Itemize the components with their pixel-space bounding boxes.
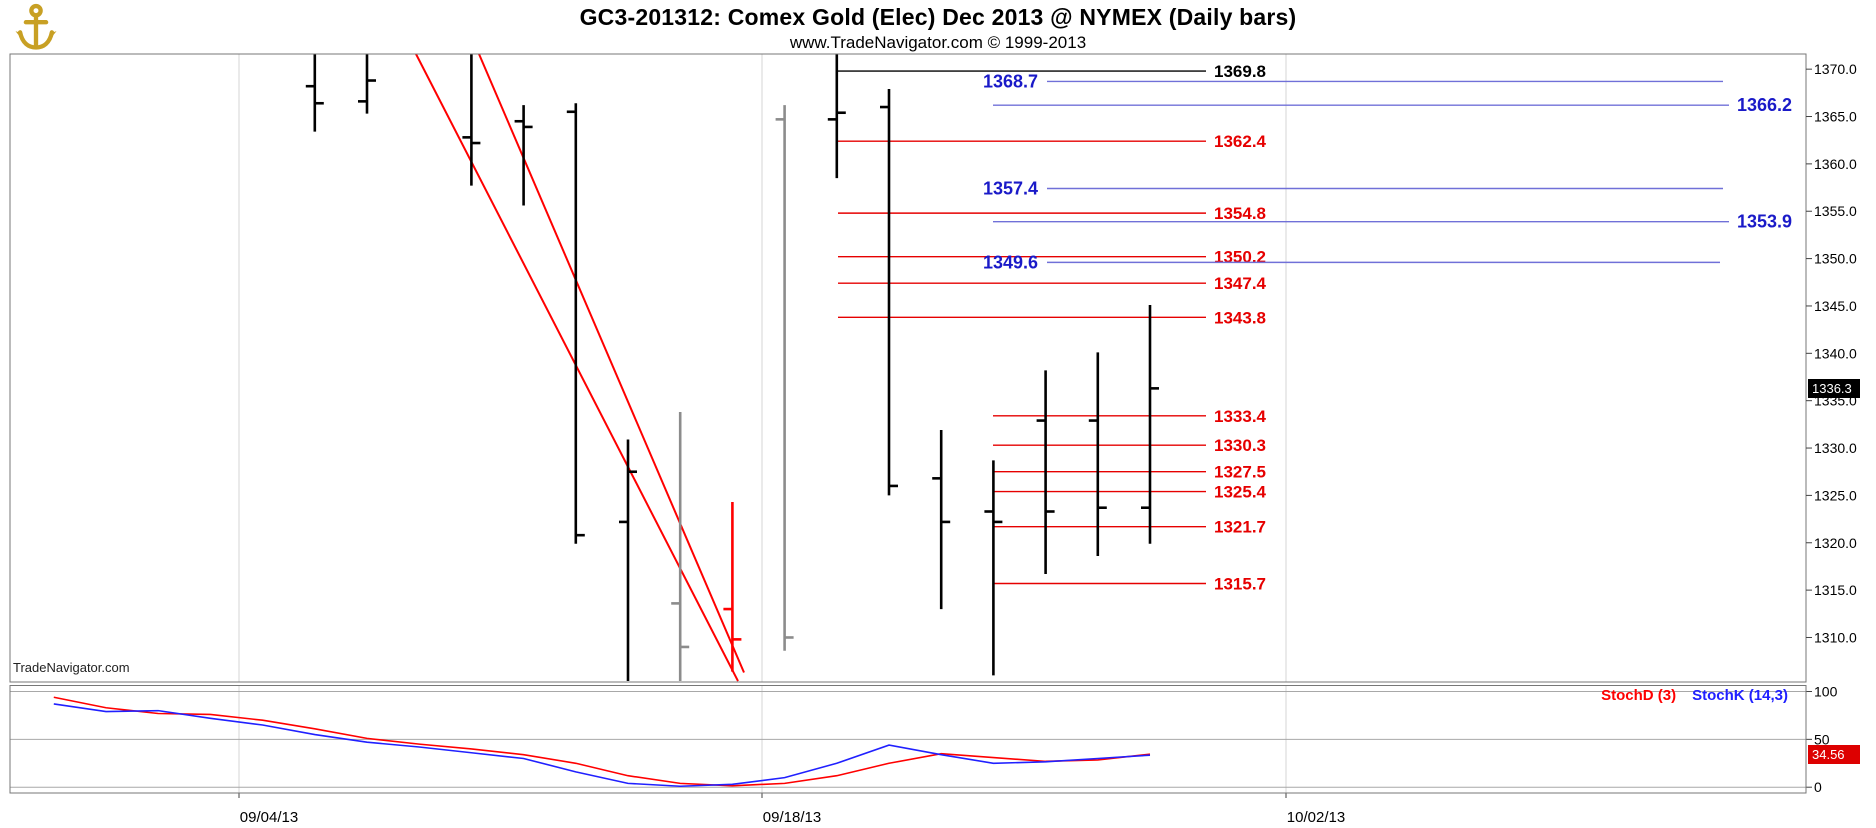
stochd-label[interactable]: StochD (3) bbox=[1601, 687, 1677, 704]
price-level-label: 1354.8 bbox=[1214, 204, 1266, 223]
price-axis-label: 1345.0 bbox=[1814, 298, 1857, 314]
stoch-panel[interactable] bbox=[9, 685, 1807, 794]
ohlc-bar bbox=[827, 54, 846, 179]
price-axis-label: 1325.0 bbox=[1814, 487, 1857, 503]
price-level-label: 1369.8 bbox=[1214, 62, 1266, 81]
ohlc-bar bbox=[566, 103, 585, 544]
ohlc-bar bbox=[1036, 370, 1055, 575]
ohlc-bar bbox=[775, 105, 794, 651]
anchor-icon bbox=[15, 3, 57, 50]
ohlc-bar bbox=[1088, 352, 1107, 557]
price-axis-label: 1330.0 bbox=[1814, 440, 1857, 456]
watermark: TradeNavigator.com bbox=[13, 660, 130, 675]
price-level-label: 1366.2 bbox=[1737, 95, 1792, 115]
ohlc-bar bbox=[932, 430, 951, 610]
ohlc-bar bbox=[723, 502, 742, 672]
ohlc-bar bbox=[1141, 305, 1159, 544]
price-axis-label: 1310.0 bbox=[1814, 629, 1857, 645]
ohlc-bar bbox=[514, 105, 533, 206]
ohlc-bar bbox=[880, 89, 898, 496]
ohlc-bar bbox=[671, 412, 690, 682]
price-level-label: 1368.7 bbox=[983, 71, 1038, 91]
price-level-label: 1327.5 bbox=[1214, 463, 1266, 482]
price-axis-label: 1370.0 bbox=[1814, 61, 1857, 77]
last-price-badge: 1336.3 bbox=[1808, 378, 1860, 398]
chart-title: GC3-201312: Comex Gold (Elec) Dec 2013 @… bbox=[579, 4, 1297, 30]
stochd-line bbox=[53, 696, 1151, 787]
price-axis-label: 1365.0 bbox=[1814, 109, 1857, 125]
price-level-label: 1315.7 bbox=[1214, 574, 1266, 593]
price-level-label: 1350.2 bbox=[1214, 248, 1266, 267]
price-level-label: 1347.4 bbox=[1214, 274, 1267, 293]
ohlc-bar bbox=[619, 439, 637, 682]
ohlc-bar bbox=[984, 460, 1003, 676]
ohlc-bar bbox=[305, 54, 324, 132]
price-level-label: 1325.4 bbox=[1214, 483, 1267, 502]
price-level-label: 1330.3 bbox=[1214, 436, 1266, 455]
chart-subtitle: www.TradeNavigator.com © 1999-2013 bbox=[789, 33, 1087, 52]
price-axis-label: 1355.0 bbox=[1814, 203, 1857, 219]
price-axis-label: 1320.0 bbox=[1814, 535, 1857, 551]
stochk-label[interactable]: StochK (14,3) bbox=[1692, 687, 1788, 704]
ohlc-bar bbox=[358, 54, 376, 114]
ohlc-bar bbox=[462, 54, 481, 186]
price-axis-label: 1360.0 bbox=[1814, 156, 1857, 172]
stoch-axis-label: 0 bbox=[1814, 779, 1822, 795]
price-axis-label: 1340.0 bbox=[1814, 345, 1857, 361]
date-label: 09/04/13 bbox=[240, 809, 298, 826]
main-chart-panel[interactable] bbox=[9, 53, 1807, 683]
tradenavigator-logo bbox=[12, 2, 60, 54]
trendline[interactable] bbox=[478, 54, 745, 673]
stoch-value-badge: 34.56 bbox=[1808, 744, 1860, 764]
stoch-axis-label: 100 bbox=[1814, 684, 1838, 700]
stochk-line bbox=[53, 703, 1151, 788]
price-level-label: 1321.7 bbox=[1214, 518, 1266, 537]
price-level-label: 1357.4 bbox=[983, 179, 1038, 199]
date-label: 09/18/13 bbox=[763, 809, 821, 826]
price-axis-label: 1350.0 bbox=[1814, 251, 1857, 267]
price-level-label: 1333.4 bbox=[1214, 407, 1267, 426]
price-level-label: 1362.4 bbox=[1214, 132, 1267, 151]
stoch-axis-label: 50 bbox=[1814, 731, 1830, 747]
price-axis-label: 1315.0 bbox=[1814, 582, 1857, 598]
price-level-label: 1349.6 bbox=[983, 252, 1038, 272]
stoch-legend: StochD (3) StochK (14,3) bbox=[1601, 687, 1788, 704]
date-label: 10/02/13 bbox=[1287, 809, 1345, 826]
price-level-label: 1343.8 bbox=[1214, 308, 1266, 327]
price-level-label: 1353.9 bbox=[1737, 212, 1792, 232]
